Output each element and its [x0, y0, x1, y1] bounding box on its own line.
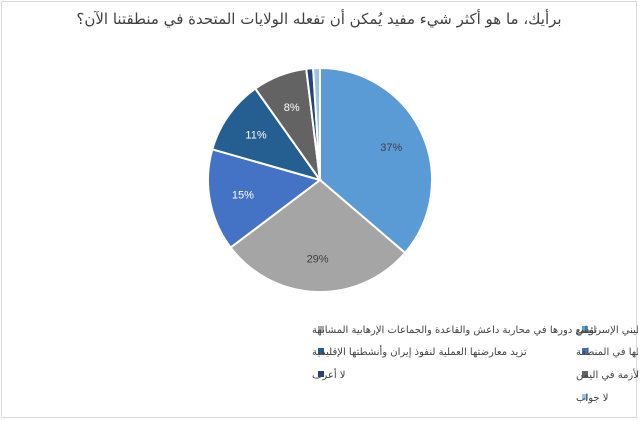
legend-label-6: لا جواب	[576, 393, 608, 404]
legend-marker-3	[318, 348, 324, 354]
pie-slice-2	[207, 148, 323, 249]
legend-label-4: تعمل أكثر لإيجاد حل دبلوماسي للأزمة في ا…	[576, 368, 638, 381]
chart-title: برأيك، ما هو أكثر شيء مفيد يُمكن أن تفعل…	[76, 10, 562, 28]
legend-label-1: توسع دورها في محاربة داعش والقاعدة والجم…	[312, 325, 597, 336]
legend-label-5: لا أعرف	[312, 368, 346, 381]
slice-value-label-0: 37%	[380, 142, 402, 154]
legend-marker-2	[582, 348, 588, 354]
pie-slice-3	[211, 87, 323, 182]
pie-slice-0	[319, 66, 433, 255]
legend-marker-5	[318, 371, 324, 377]
slice-value-label-1: 29%	[307, 253, 329, 265]
pie-slice-6	[312, 66, 321, 181]
legend-marker-0	[582, 326, 588, 332]
legend-marker-6	[582, 394, 588, 400]
legend-marker-1	[318, 326, 324, 332]
legend-label-3: تزيد معارضتها العملية لنفوذ إيران وأنشطت…	[312, 345, 527, 358]
slice-value-label-2: 15%	[232, 189, 254, 201]
slice-value-label-3: 11%	[245, 130, 266, 142]
legend-marker-4	[582, 371, 588, 377]
slice-value-label-4: 8%	[284, 102, 300, 114]
legend-label-0: تضغط أكثر لحل الصراع الفلسطيني الإسرائيل…	[576, 323, 638, 336]
pie-slice-1	[229, 178, 407, 293]
legend-label-2: تُقلل من تدخلها في المنطقة	[576, 347, 638, 358]
